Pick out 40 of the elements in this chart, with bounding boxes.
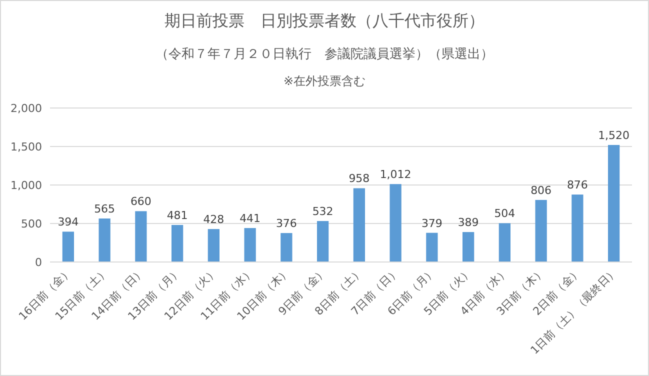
bar [135, 211, 147, 262]
bar [426, 232, 438, 262]
bar [171, 224, 184, 262]
bar [62, 232, 74, 262]
data-label: 532 [312, 205, 334, 218]
y-tick-label: 500 [21, 218, 42, 230]
data-label: 660 [130, 195, 152, 208]
bar [98, 218, 110, 262]
chart-title: 期日前投票 日別投票者数（八千代市役所） [164, 11, 484, 30]
data-label: 1,012 [380, 168, 412, 182]
bar [280, 233, 292, 262]
bar [316, 221, 329, 262]
y-tick-label: 2,000 [10, 102, 42, 115]
bar [208, 229, 220, 262]
data-label: 958 [348, 172, 370, 186]
data-label: 379 [421, 216, 442, 230]
bar [535, 200, 547, 262]
bar [244, 228, 256, 262]
data-label: 376 [276, 217, 297, 230]
y-tick-label: 1,000 [10, 179, 42, 192]
bar [572, 194, 584, 262]
data-label: 481 [166, 208, 188, 222]
y-tick-label: 0 [35, 256, 42, 269]
bar [462, 232, 474, 262]
data-label: 806 [530, 184, 552, 197]
y-tick-label: 1,500 [10, 140, 42, 154]
bar [498, 223, 511, 262]
data-label: 428 [203, 213, 224, 226]
data-label: 565 [94, 202, 116, 216]
data-label: 389 [458, 216, 479, 230]
data-label: 876 [566, 178, 588, 192]
text: ※在外投票含む [283, 74, 366, 88]
data-label: 441 [240, 212, 261, 226]
data-label: 394 [58, 216, 79, 229]
chart-subtitle: （令和７年７月２０日執行 参議院議員選挙）（県選出） [156, 47, 494, 62]
bar [353, 188, 366, 262]
bar [608, 144, 620, 262]
data-label: 1,520 [598, 128, 630, 142]
bar [390, 184, 402, 262]
data-label: 504 [494, 207, 516, 220]
